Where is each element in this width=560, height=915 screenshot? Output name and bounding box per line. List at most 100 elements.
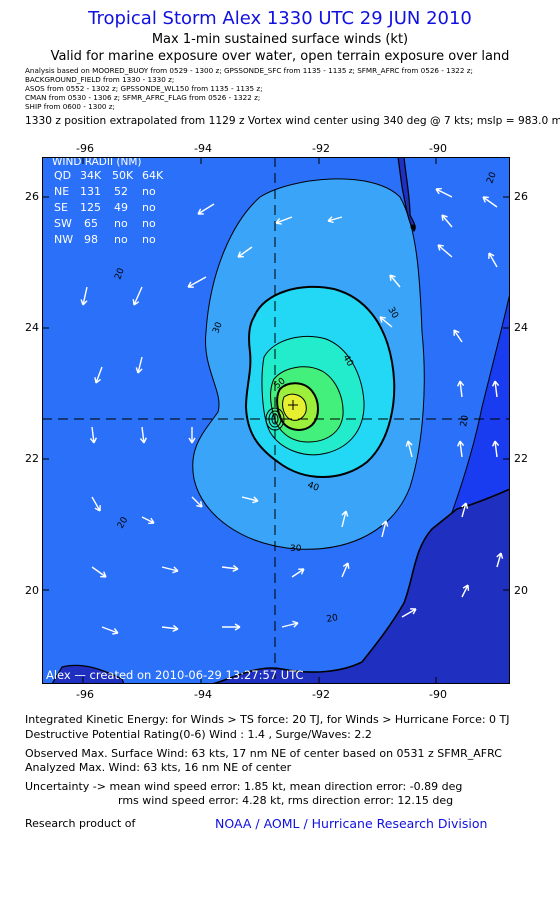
wind-vector-arrow <box>281 620 299 628</box>
lat-label-left: 22 <box>25 452 39 465</box>
research-label: Research product of <box>25 817 136 830</box>
analysis-source-line: Analysis based on MOORED_BUOY from 0529 … <box>25 66 473 75</box>
wind-field-map: 20 20 20 20 20 30 30 30 40 40 50 WIND RA… <box>42 157 510 684</box>
ike-text: Integrated Kinetic Energy: for Winds > T… <box>25 713 510 726</box>
wind-vector-arrow <box>291 568 305 578</box>
uncertainty-text: Uncertainty -> mean wind speed error: 1.… <box>25 780 463 793</box>
wind-vector-arrow <box>94 366 103 384</box>
wind-radii-header: 50K <box>112 169 134 182</box>
wind-vector-arrow <box>139 426 147 444</box>
wind-radii-header: 64K <box>142 169 164 182</box>
wind-vector-arrow <box>161 624 179 632</box>
wind-vector-arrow <box>461 502 469 518</box>
center-crosshair <box>42 157 510 684</box>
analysis-source-line: CMAN from 0530 - 1306 z; SFMR_AFRC_FLAG … <box>25 93 261 102</box>
wind-radii-cell: 125 <box>80 201 101 214</box>
wind-vector-arrow <box>161 566 179 574</box>
wind-vector-arrow <box>482 196 498 208</box>
lat-label-left: 20 <box>25 584 39 597</box>
wind-vector-arrow <box>453 329 463 343</box>
contour-label: 20 <box>485 171 498 185</box>
wind-vector-arrow <box>492 380 500 398</box>
wind-vector-arrow <box>135 356 143 374</box>
wind-radii-header: 34K <box>80 169 102 182</box>
wind-vector-arrow <box>187 276 207 288</box>
wind-vector-arrow <box>141 516 155 525</box>
wind-band-63kt <box>282 393 307 421</box>
contour-label: 40 <box>306 480 320 493</box>
lon-label-top: -94 <box>194 142 212 155</box>
wind-vector-arrow <box>441 214 453 228</box>
analyzed-max-text: Analyzed Max. Wind: 63 kts, 16 nm NE of … <box>25 761 292 774</box>
wind-vector-arrow <box>488 252 498 268</box>
wind-vector-arrow <box>237 246 253 258</box>
wind-radii-cell: 49 <box>114 201 128 214</box>
wind-radii-cell: no <box>142 185 156 198</box>
wind-radii-title: WIND RADII (NM) <box>52 157 142 168</box>
wind-radii-cell: SW <box>54 217 72 230</box>
lon-label-bottom: -94 <box>194 688 212 701</box>
wind-radii-cell: NW <box>54 233 73 246</box>
wind-vector-arrow <box>221 564 239 572</box>
wind-radii-cell: NE <box>54 185 69 198</box>
noaa-link[interactable]: NOAA / AOML / Hurricane Research Divisio… <box>215 816 488 831</box>
wind-vector-arrow <box>389 274 401 288</box>
rms-text: rms wind speed error: 4.28 kt, rms direc… <box>118 794 454 807</box>
wind-vector-arrow <box>91 566 107 578</box>
coastline-yucatan <box>51 664 125 684</box>
wind-vector-arrow <box>101 626 119 635</box>
map-frame <box>42 157 510 684</box>
analysis-source-line: ASOS from 0552 - 1302 z; GPSSONDE_WL150 … <box>25 84 263 93</box>
wind-vector-arrow <box>275 216 293 225</box>
wind-radii-cell: no <box>142 217 156 230</box>
chart-title: Tropical Storm Alex 1330 UTC 29 JUN 2010 <box>88 8 472 29</box>
wind-vector-arrow <box>341 562 350 578</box>
coastline-mexico <box>211 488 510 684</box>
wind-vector-arrow <box>405 440 413 458</box>
wind-vector-arrow <box>188 427 196 444</box>
contour-label: 30 <box>211 321 224 335</box>
lon-label-bottom: -96 <box>76 688 94 701</box>
wind-vectors <box>80 187 504 635</box>
observed-max-text: Observed Max. Surface Wind: 63 kts, 17 n… <box>25 747 502 760</box>
wind-vector-arrow <box>80 286 88 306</box>
wind-vector-arrow <box>492 440 500 458</box>
lat-label-left: 24 <box>25 321 39 334</box>
contour-label: 20 <box>326 613 339 625</box>
wind-radii-cell: no <box>142 201 156 214</box>
lon-label-bottom: -92 <box>312 688 330 701</box>
wind-vector-arrow <box>381 520 389 538</box>
wind-vector-arrow <box>457 380 465 398</box>
wind-vector-arrow <box>241 496 259 504</box>
lon-label-top: -96 <box>76 142 94 155</box>
wind-vector-arrow <box>197 203 215 215</box>
lat-label-right: 26 <box>514 190 528 203</box>
wind-radii-cell: 131 <box>80 185 101 198</box>
contour-label: 20 <box>113 267 126 281</box>
wind-vector-arrow <box>435 187 453 198</box>
wind-vector-arrow <box>132 286 143 306</box>
wind-vector-arrow <box>461 584 470 598</box>
chart-subtitle: Max 1-min sustained surface winds (kt) <box>151 32 409 47</box>
wind-vector-arrow <box>401 608 417 618</box>
wind-vector-arrow <box>437 244 453 258</box>
wind-vector-arrow <box>379 316 393 328</box>
wind-radii-cell: no <box>114 233 128 246</box>
lat-label-right: 20 <box>514 584 528 597</box>
wind-radii-cell: 98 <box>84 233 98 246</box>
wind-radii-table: WIND RADII (NM) QD 34K 50K 64K NE 131 52… <box>52 157 164 246</box>
lat-label-right: 22 <box>514 452 528 465</box>
wind-vector-arrow <box>341 510 349 528</box>
wind-vector-arrow <box>191 496 203 508</box>
wind-vector-arrow <box>222 623 241 631</box>
axis-ticks <box>42 157 510 684</box>
wind-radii-header: QD <box>54 169 71 182</box>
island-marker <box>410 224 416 230</box>
validity-note: Valid for marine exposure over water, op… <box>50 49 510 64</box>
analysis-source-line: SHIP from 0600 - 1300 z; <box>25 102 115 111</box>
lon-label-top: -90 <box>429 142 447 155</box>
wind-vector-arrow <box>457 440 465 458</box>
analysis-source-line: BACKGROUND_FIELD from 1330 - 1330 z; <box>25 75 175 84</box>
wind-vector-arrow <box>89 426 97 444</box>
dpr-text: Destructive Potential Rating(0-6) Wind :… <box>25 728 372 741</box>
